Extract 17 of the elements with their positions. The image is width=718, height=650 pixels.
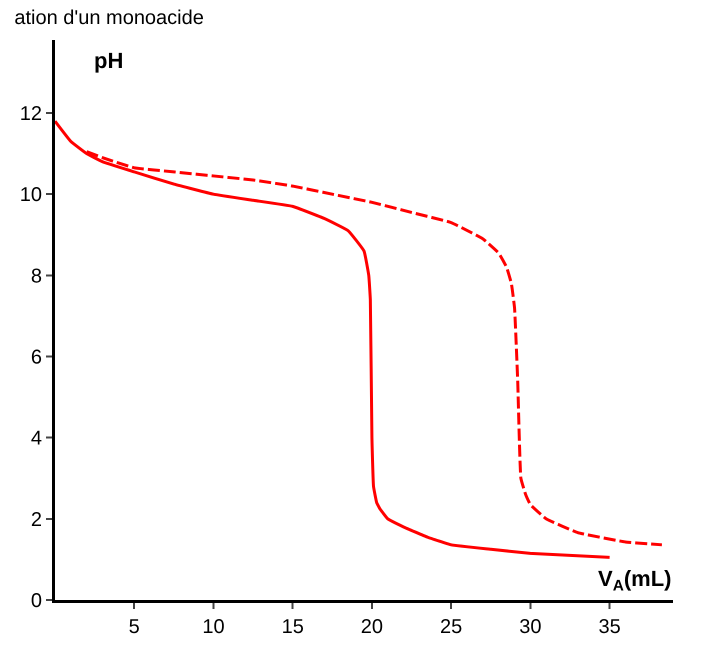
x-tick-label: 35 — [598, 616, 621, 638]
y-tick-label: 8 — [30, 265, 42, 288]
x-axis-title: V$_{A}$(mL) — [598, 566, 672, 595]
chart-title: ation d'un monoacide — [14, 6, 204, 29]
y-tick-label: 10 — [20, 184, 42, 206]
y-tick-label: 4 — [30, 428, 42, 450]
x-tick-label: 20 — [360, 616, 384, 638]
x-tick-label: 15 — [282, 616, 304, 638]
y-tick-label: 0 — [30, 590, 42, 612]
y-tick-label: 12 — [20, 103, 42, 126]
x-tick-label: 5 — [128, 616, 140, 638]
y-tick-label: 2 — [30, 508, 42, 531]
x-tick-label: 25 — [440, 616, 462, 638]
y-axis-title: pH — [94, 48, 124, 73]
y-tick-label: 6 — [30, 346, 42, 369]
x-tick-label: 30 — [519, 616, 542, 638]
x-tick-label: 10 — [202, 616, 225, 638]
